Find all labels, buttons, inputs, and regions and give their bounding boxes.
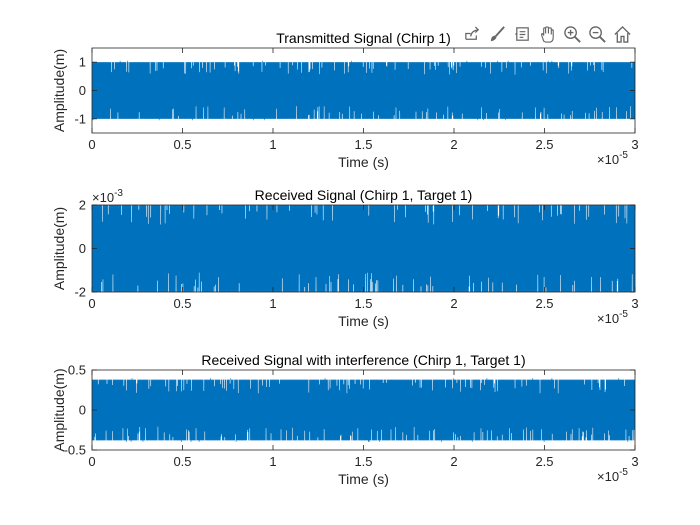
pan-icon[interactable] [537,24,558,45]
signal-line [92,205,635,292]
y-tick-label: 0 [79,83,86,98]
x-tick-label: 2.5 [535,137,553,152]
export-icon[interactable] [462,24,483,45]
signal-line [92,60,635,121]
x-tick-label: 0.5 [173,454,191,469]
y-tick-label: -2 [74,285,86,300]
brush-icon[interactable] [487,24,508,45]
x-axis-label: Time (s) [338,154,389,170]
y-tick-label: 0 [79,403,86,418]
zoom-in-icon[interactable] [562,24,583,45]
x-tick-label: 1.5 [354,454,372,469]
x-tick-label: 1 [269,454,276,469]
x-tick-label: 3 [631,454,638,469]
x-tick-label: 0 [88,137,95,152]
y-axis-label: Amplitude(m) [51,49,67,132]
y-axis-label: Amplitude(m) [51,207,67,290]
x-axis-label: Time (s) [338,471,389,487]
x-tick-label: 0 [88,454,95,469]
x-tick-label: 1.5 [354,137,372,152]
x-tick-label: 0.5 [173,296,191,311]
x-tick-label: 3 [631,296,638,311]
y-tick-label: -0.5 [64,443,86,458]
y-exponent-label: ×10-3 [92,188,123,205]
axes-toolbar [462,22,637,46]
x-axis-label: Time (s) [338,313,389,329]
x-tick-label: 2 [450,296,457,311]
signal-line [92,378,635,442]
x-tick-label: 2 [450,454,457,469]
x-tick-label: 2.5 [535,454,553,469]
x-tick-label: 3 [631,137,638,152]
subplot-title: Transmitted Signal (Chirp 1) [276,30,451,46]
x-tick-label: 2.5 [535,296,553,311]
x-exponent-label: ×10-5 [597,467,628,484]
zoom-out-icon[interactable] [587,24,608,45]
subplot-title: Received Signal with interference (Chirp… [201,352,525,368]
y-tick-label: -1 [74,111,86,126]
x-tick-label: 0.5 [173,137,191,152]
x-exponent-label: ×10-5 [597,150,628,167]
x-tick-label: 1 [269,296,276,311]
y-tick-label: 0 [79,241,86,256]
y-axis-label: Amplitude(m) [51,368,67,451]
y-tick-label: 2 [79,198,86,213]
x-tick-label: 1.5 [354,296,372,311]
data-tips-icon[interactable] [512,24,533,45]
x-exponent-label: ×10-5 [597,309,628,326]
x-tick-label: 0 [88,296,95,311]
subplot-title: Received Signal (Chirp 1, Target 1) [255,187,473,203]
y-tick-label: 1 [79,55,86,70]
x-tick-label: 2 [450,137,457,152]
y-tick-label: 0.5 [68,363,86,378]
x-tick-label: 1 [269,137,276,152]
home-icon[interactable] [612,24,633,45]
